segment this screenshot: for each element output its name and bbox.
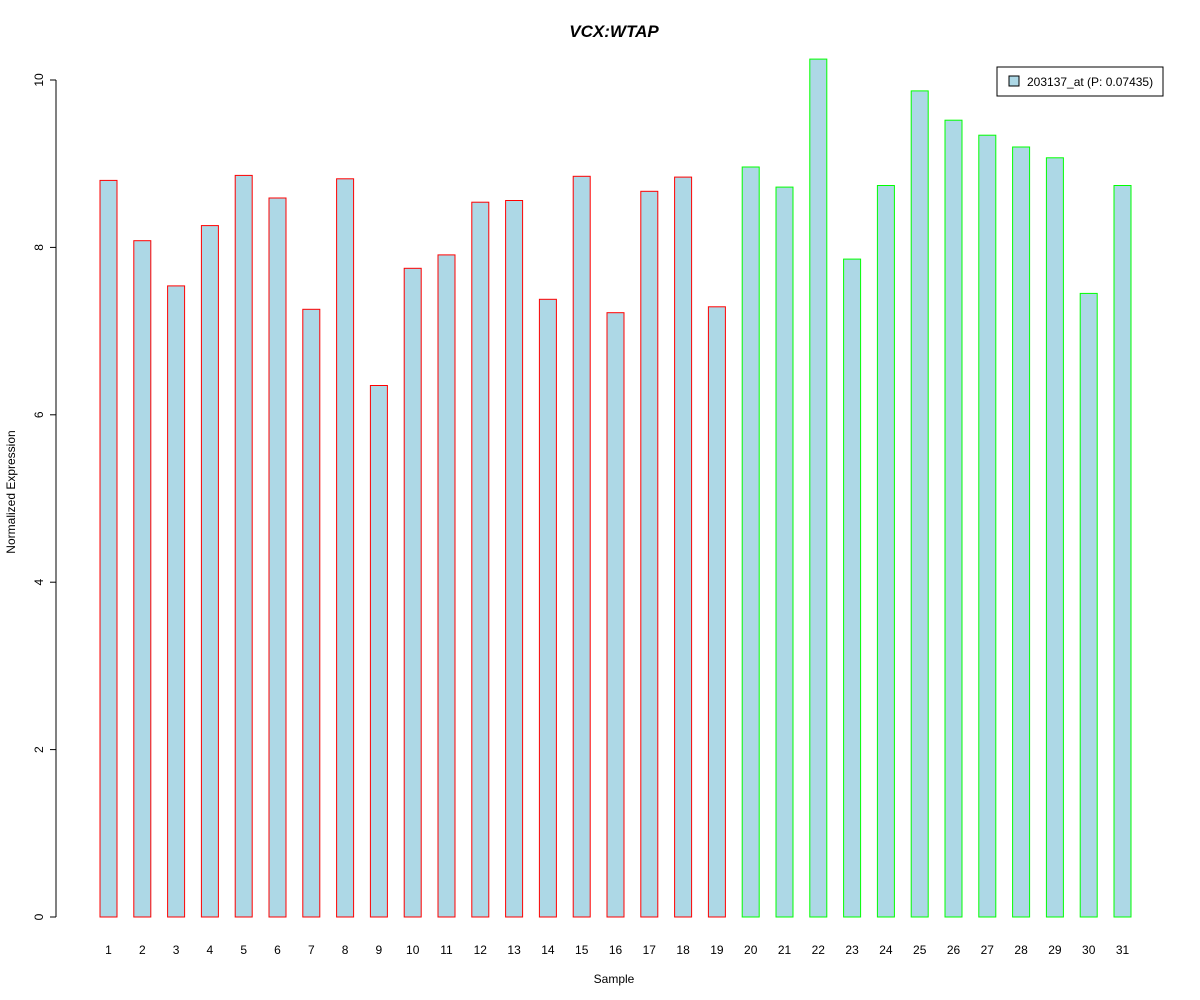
x-tick-label: 3 [173,943,180,957]
x-tick-label: 6 [274,943,281,957]
x-tick-label: 25 [913,943,927,957]
x-tick-label: 14 [541,943,555,957]
bar-sample-5 [234,174,253,918]
bar-sample-20 [741,166,760,918]
bar-sample-10 [403,267,422,918]
x-tick-label: 23 [845,943,859,957]
legend: 203137_at (P: 0.07435) [996,66,1164,97]
bar-sample-18 [674,176,693,918]
bar-sample-12 [471,201,490,918]
bar-sample-19 [707,306,726,918]
x-tick-label: 26 [947,943,961,957]
bar-sample-2 [133,240,152,918]
x-tick-label: 29 [1048,943,1062,957]
x-tick-label: 2 [139,943,146,957]
bar-sample-17 [640,190,659,918]
x-tick-label: 17 [643,943,657,957]
x-tick-label: 20 [744,943,758,957]
x-tick-label: 28 [1014,943,1028,957]
bar-sample-24 [876,185,895,918]
x-tick-label: 1 [105,943,112,957]
bar-sample-30 [1079,292,1098,918]
x-tick-label: 21 [778,943,792,957]
x-tick-label: 27 [981,943,995,957]
bar-sample-7 [302,308,321,918]
bar-sample-31 [1113,185,1132,918]
x-tick-label: 24 [879,943,893,957]
legend-swatch [1008,75,1020,87]
y-tick-label: 2 [32,746,46,753]
bar-sample-22 [809,58,828,918]
y-tick-label: 0 [32,913,46,920]
x-tick-label: 19 [710,943,724,957]
bar-sample-8 [336,178,355,918]
x-tick-label: 12 [474,943,488,957]
x-axis-tick-labels: 1 2 3 4 5 6 7 8 9 10 11 12 13 14 15 16 17 18 19 20 21 22 23 24 2… [105,943,1129,957]
x-tick-label: 22 [812,943,826,957]
x-tick-label: 5 [240,943,247,957]
chart-title: VCX:WTAP [569,22,659,41]
x-tick-label: 15 [575,943,589,957]
y-axis-label: Normalized Expression [4,430,18,553]
bar-sample-26 [944,119,963,918]
bar-sample-11 [437,254,456,918]
y-tick-label: 4 [32,579,46,586]
bar-sample-25 [910,90,929,918]
bar-sample-13 [505,200,524,918]
bar-sample-1 [99,179,118,918]
x-tick-label: 16 [609,943,623,957]
bar-sample-15 [572,175,591,918]
x-tick-label: 8 [342,943,349,957]
bar-sample-16 [606,312,625,918]
x-tick-label: 9 [376,943,383,957]
bar-sample-6 [268,197,287,918]
legend-entry: 203137_at (P: 0.07435) [1027,75,1153,89]
bar-sample-21 [775,186,794,918]
bar-sample-4 [200,225,219,918]
x-tick-label: 10 [406,943,420,957]
x-tick-label: 13 [507,943,521,957]
x-tick-label: 4 [207,943,214,957]
x-tick-label: 30 [1082,943,1096,957]
y-tick-label: 10 [32,73,46,87]
x-tick-label: 11 [440,943,453,957]
y-axis: 0 2 4 6 8 10 [32,73,57,920]
bar-sample-28 [1012,146,1031,918]
bar-sample-9 [369,385,388,918]
bar-sample-14 [538,298,557,918]
x-axis-label: Sample [594,972,635,986]
x-tick-label: 7 [308,943,315,957]
y-tick-label: 6 [32,411,46,418]
bar-sample-23 [843,258,862,918]
x-tick-label: 18 [676,943,690,957]
bar-sample-29 [1045,157,1064,918]
bar-sample-27 [978,134,997,918]
x-tick-label: 31 [1116,943,1130,957]
bars [99,58,1132,918]
y-tick-label: 8 [32,244,46,251]
legend-box [996,66,1164,97]
bar-sample-3 [167,285,186,918]
